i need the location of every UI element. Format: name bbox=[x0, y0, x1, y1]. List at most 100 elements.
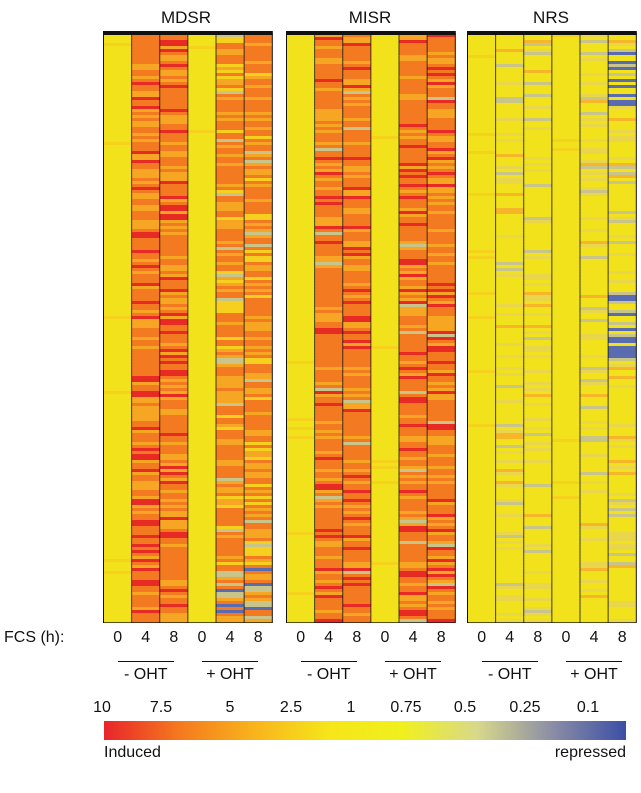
heatmap-cell bbox=[496, 175, 524, 179]
heatmap-cell bbox=[104, 367, 132, 371]
heatmap-cell bbox=[315, 433, 343, 437]
heatmap-cell bbox=[160, 319, 188, 323]
heatmap-cell bbox=[468, 241, 496, 245]
heatmap-cell bbox=[496, 250, 524, 254]
heatmap-cell bbox=[343, 256, 371, 260]
heatmap-cell bbox=[427, 379, 455, 383]
heatmap-cell bbox=[427, 214, 455, 218]
heatmap-cell bbox=[552, 163, 580, 167]
heatmap-cell bbox=[287, 76, 315, 80]
heatmap-cell bbox=[188, 607, 216, 611]
heatmap-cell bbox=[552, 85, 580, 89]
heatmap-cell bbox=[608, 457, 636, 461]
heatmap-cell bbox=[524, 547, 552, 551]
heatmap-panel-misr bbox=[286, 31, 456, 623]
heatmap-cell bbox=[427, 424, 455, 428]
heatmap-cell bbox=[216, 295, 244, 299]
heatmap-cell bbox=[399, 430, 427, 434]
heatmap-cell bbox=[468, 340, 496, 344]
heatmap-cell bbox=[608, 70, 636, 74]
heatmap-cell bbox=[244, 76, 272, 80]
heatmap-cell bbox=[343, 568, 371, 572]
heatmap-cell bbox=[371, 502, 399, 506]
heatmap-cell bbox=[524, 187, 552, 191]
heatmap-cell bbox=[244, 295, 272, 299]
heatmap-cell bbox=[287, 580, 315, 584]
heatmap-cell bbox=[524, 433, 552, 437]
heatmap-cell bbox=[399, 109, 427, 113]
heatmap-cell bbox=[371, 157, 399, 161]
heatmap-cell bbox=[608, 601, 636, 605]
heatmap-cell bbox=[244, 541, 272, 545]
heatmap-cell bbox=[580, 517, 608, 521]
heatmap-cell bbox=[315, 340, 343, 344]
heatmap-cell bbox=[315, 217, 343, 221]
heatmap-cell bbox=[343, 328, 371, 332]
heatmap-cell bbox=[580, 154, 608, 158]
heatmap-cell bbox=[608, 307, 636, 311]
heatmap-cell bbox=[132, 181, 160, 185]
heatmap-cell bbox=[315, 415, 343, 419]
heatmap-cell bbox=[468, 439, 496, 443]
time-tick-label: 8 bbox=[169, 629, 179, 646]
heatmap-cell bbox=[160, 580, 188, 584]
heatmap-cell bbox=[104, 589, 132, 593]
heatmap-cell bbox=[287, 553, 315, 557]
heatmap-cell bbox=[287, 520, 315, 524]
heatmap-cell bbox=[608, 109, 636, 113]
heatmap-cell bbox=[216, 235, 244, 239]
heatmap-cell bbox=[468, 37, 496, 41]
heatmap-cell bbox=[287, 349, 315, 353]
heatmap-cell bbox=[608, 466, 636, 470]
heatmap-cell bbox=[496, 547, 524, 551]
heatmap-cell bbox=[468, 526, 496, 530]
heatmap-cell bbox=[552, 415, 580, 419]
heatmap-cell bbox=[399, 526, 427, 530]
heatmap-cell bbox=[315, 106, 343, 110]
heatmap-cell bbox=[343, 460, 371, 464]
heatmap-cell bbox=[552, 454, 580, 458]
heatmap-cell bbox=[427, 484, 455, 488]
heatmap-cell bbox=[132, 46, 160, 50]
heatmap-cell bbox=[216, 106, 244, 110]
heatmap-cell bbox=[343, 532, 371, 536]
heatmap-cell bbox=[287, 388, 315, 392]
heatmap-cell bbox=[608, 340, 636, 344]
heatmap-cell bbox=[132, 427, 160, 431]
heatmap-cell bbox=[216, 577, 244, 581]
heatmap-cell bbox=[524, 223, 552, 227]
heatmap-cell bbox=[399, 136, 427, 140]
heatmap-cell bbox=[524, 310, 552, 314]
heatmap-cell bbox=[244, 454, 272, 458]
heatmap-cell bbox=[188, 448, 216, 452]
heatmap-cell bbox=[371, 526, 399, 530]
heatmap-cell bbox=[580, 376, 608, 380]
heatmap-column bbox=[608, 34, 636, 623]
heatmap-cell bbox=[608, 163, 636, 167]
heatmap-cell bbox=[468, 262, 496, 266]
heatmap-cell bbox=[244, 604, 272, 608]
heatmap-cell bbox=[343, 106, 371, 110]
heatmap-cell bbox=[496, 52, 524, 56]
heatmap-cell bbox=[371, 547, 399, 551]
heatmap-cell bbox=[580, 331, 608, 335]
heatmap-cell bbox=[608, 529, 636, 533]
heatmap-cell bbox=[315, 406, 343, 410]
heatmap-cell bbox=[427, 412, 455, 416]
heatmap-cell bbox=[343, 601, 371, 605]
heatmap-cell bbox=[315, 460, 343, 464]
heatmap-cell bbox=[216, 481, 244, 485]
heatmap-cell bbox=[287, 283, 315, 287]
heatmap-cell bbox=[552, 229, 580, 233]
heatmap-cell bbox=[371, 361, 399, 365]
heatmap-cell bbox=[552, 511, 580, 515]
heatmap-cell bbox=[427, 541, 455, 545]
heatmap-cell bbox=[427, 445, 455, 449]
heatmap-cell bbox=[496, 346, 524, 350]
heatmap-cell bbox=[580, 271, 608, 275]
heatmap-cell bbox=[160, 610, 188, 614]
heatmap-cell bbox=[524, 445, 552, 449]
heatmap-cell bbox=[343, 214, 371, 218]
heatmap-cell bbox=[552, 73, 580, 77]
heatmap-cell bbox=[244, 220, 272, 224]
